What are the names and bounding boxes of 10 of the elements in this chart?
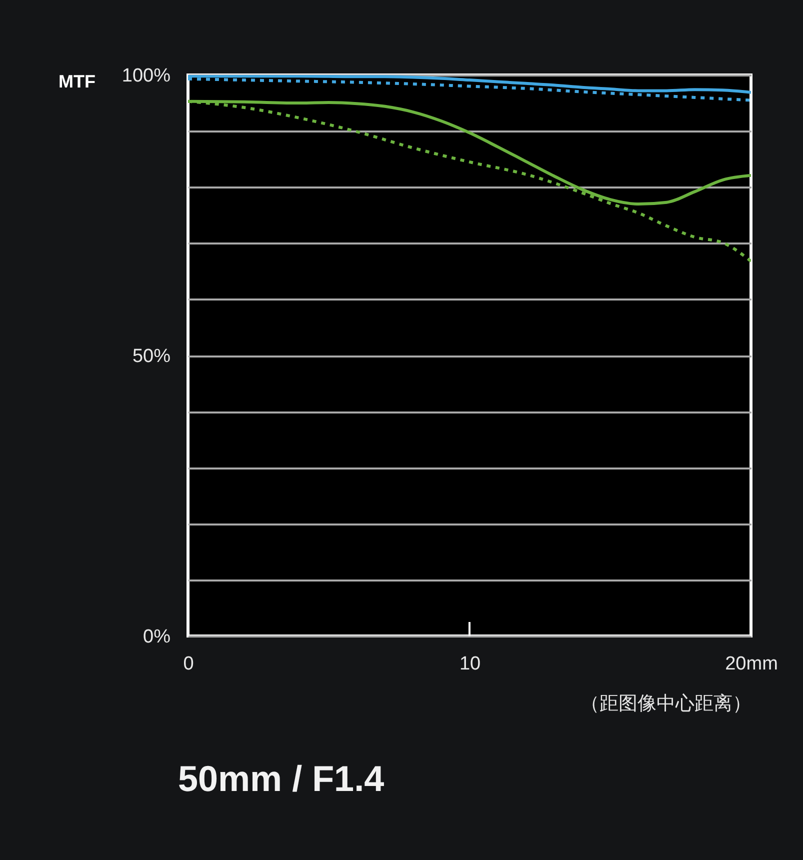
- x-tick-label: 20mm: [725, 654, 778, 674]
- line-series: [188, 77, 751, 102]
- x-tick-label: 10: [459, 654, 481, 674]
- x-axis-title: （距图像中心距离）: [580, 692, 752, 714]
- y-tick-label: 0%: [143, 626, 171, 648]
- y-tick-label: 50%: [132, 346, 171, 367]
- y-tick-label: 100%: [122, 66, 171, 86]
- y-axis-title: MTF: [58, 72, 96, 92]
- text: 50mm / F1.4: [178, 758, 384, 799]
- x-tick-label: 0: [183, 654, 194, 674]
